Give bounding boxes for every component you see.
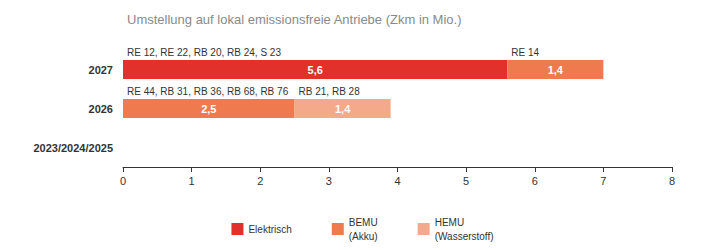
- svg-text:Elektrisch: Elektrisch: [248, 224, 291, 235]
- svg-text:2027: 2027: [89, 64, 113, 76]
- svg-text:2026: 2026: [89, 103, 113, 115]
- svg-text:6: 6: [532, 175, 538, 187]
- svg-text:(Wasserstoff): (Wasserstoff): [435, 231, 494, 242]
- svg-text:BEMU: BEMU: [349, 217, 378, 228]
- svg-text:1: 1: [189, 175, 195, 187]
- svg-text:3: 3: [326, 175, 332, 187]
- svg-text:RE 44, RB 31, RB 36, RB 68, RB: RE 44, RB 31, RB 36, RB 68, RB 76: [127, 86, 289, 97]
- svg-text:2: 2: [257, 175, 263, 187]
- svg-text:8: 8: [669, 175, 675, 187]
- svg-text:5: 5: [463, 175, 469, 187]
- svg-text:1,4: 1,4: [335, 103, 351, 115]
- svg-text:RE 12, RE 22, RB 20, RB 24, S: RE 12, RE 22, RB 20, RB 24, S 23: [127, 47, 281, 58]
- svg-text:5,6: 5,6: [308, 64, 323, 76]
- svg-text:2,5: 2,5: [201, 103, 216, 115]
- svg-text:2023/2024/2025: 2023/2024/2025: [33, 142, 113, 154]
- svg-text:1,4: 1,4: [548, 64, 564, 76]
- svg-text:RB 21, RB 28: RB 21, RB 28: [299, 86, 361, 97]
- svg-text:4: 4: [394, 175, 400, 187]
- svg-text:0: 0: [120, 175, 126, 187]
- svg-text:RE 14: RE 14: [511, 47, 539, 58]
- svg-text:HEMU: HEMU: [435, 217, 464, 228]
- svg-text:(Akku): (Akku): [349, 231, 378, 242]
- svg-text:Umstellung auf lokal emissions: Umstellung auf lokal emissionsfreie Antr…: [127, 12, 462, 27]
- svg-text:7: 7: [600, 175, 606, 187]
